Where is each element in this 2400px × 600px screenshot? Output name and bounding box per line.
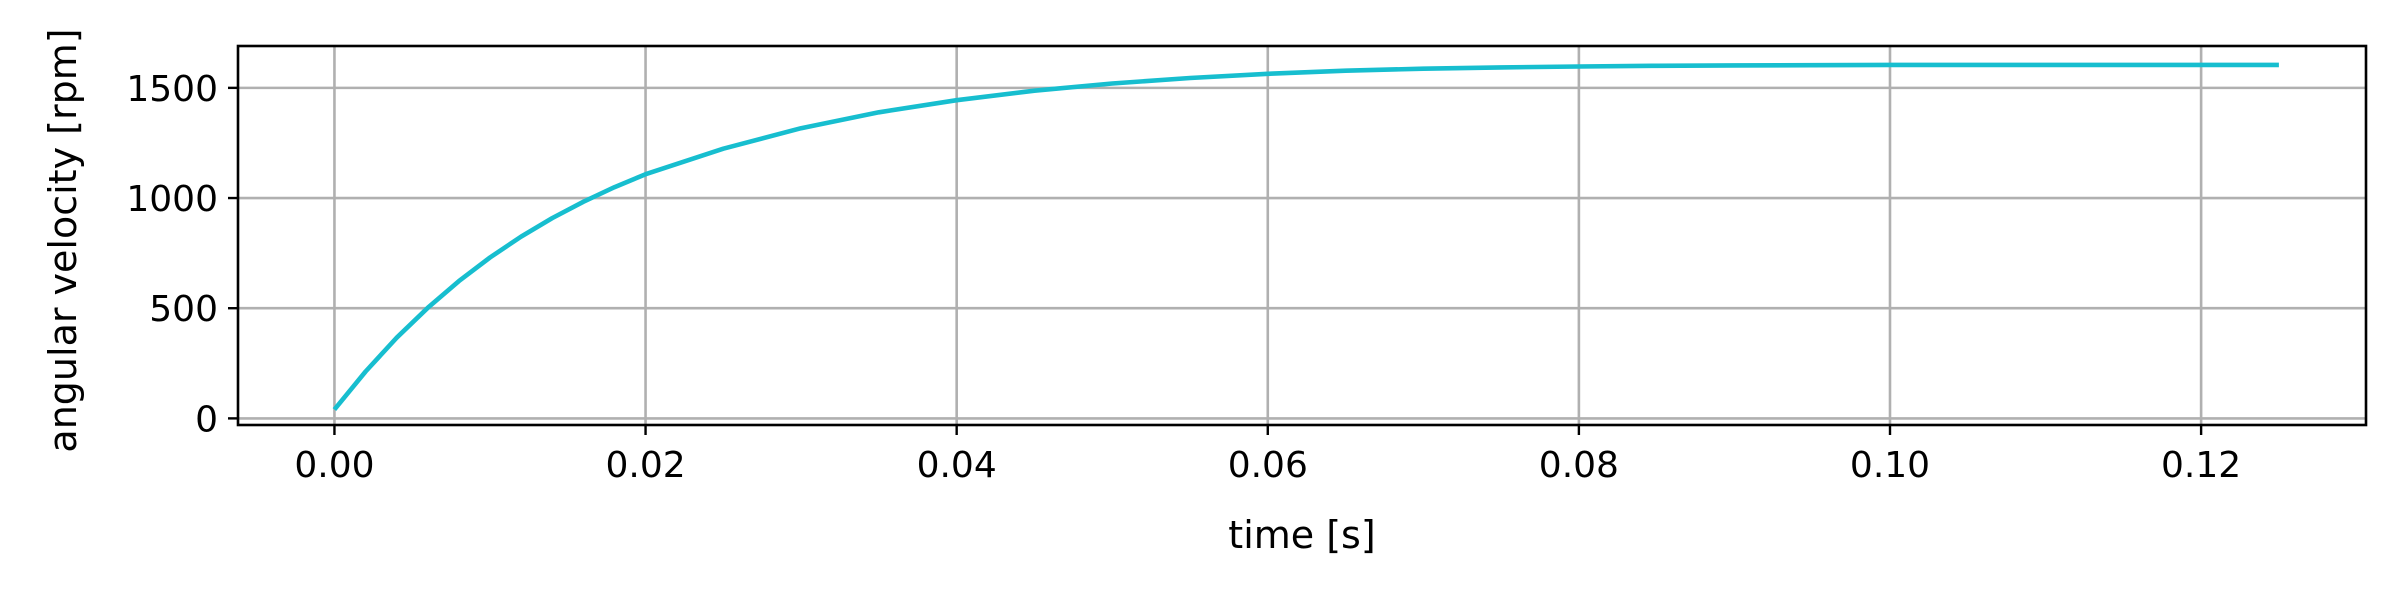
- y-axis-title: angular velocity [rpm]: [41, 28, 85, 452]
- x-axis-title: time [s]: [1228, 513, 1375, 557]
- x-tick-label: 0.02: [605, 445, 685, 486]
- plot-frame: [236, 44, 2368, 427]
- x-tick-label: 0.04: [917, 445, 997, 486]
- x-tick-label: 0.06: [1228, 445, 1308, 486]
- y-tick-label: 0: [195, 399, 218, 440]
- x-tick-label: 0.00: [294, 445, 374, 486]
- series-line: [332, 62, 2279, 412]
- y-tick-label: 500: [149, 289, 218, 330]
- y-axis: 0 500 1000 1500: [126, 69, 238, 440]
- y-tick-label: 1000: [126, 179, 218, 220]
- series-layer: [332, 62, 2279, 412]
- x-axis: 0.00 0.02 0.04 0.06 0.08 0.10 0.12: [294, 425, 2241, 486]
- x-tick-label: 0.08: [1539, 445, 1619, 486]
- y-tick-label: 1500: [126, 69, 218, 110]
- x-tick-label: 0.12: [2161, 445, 2241, 486]
- x-tick-label: 0.10: [1850, 445, 1930, 486]
